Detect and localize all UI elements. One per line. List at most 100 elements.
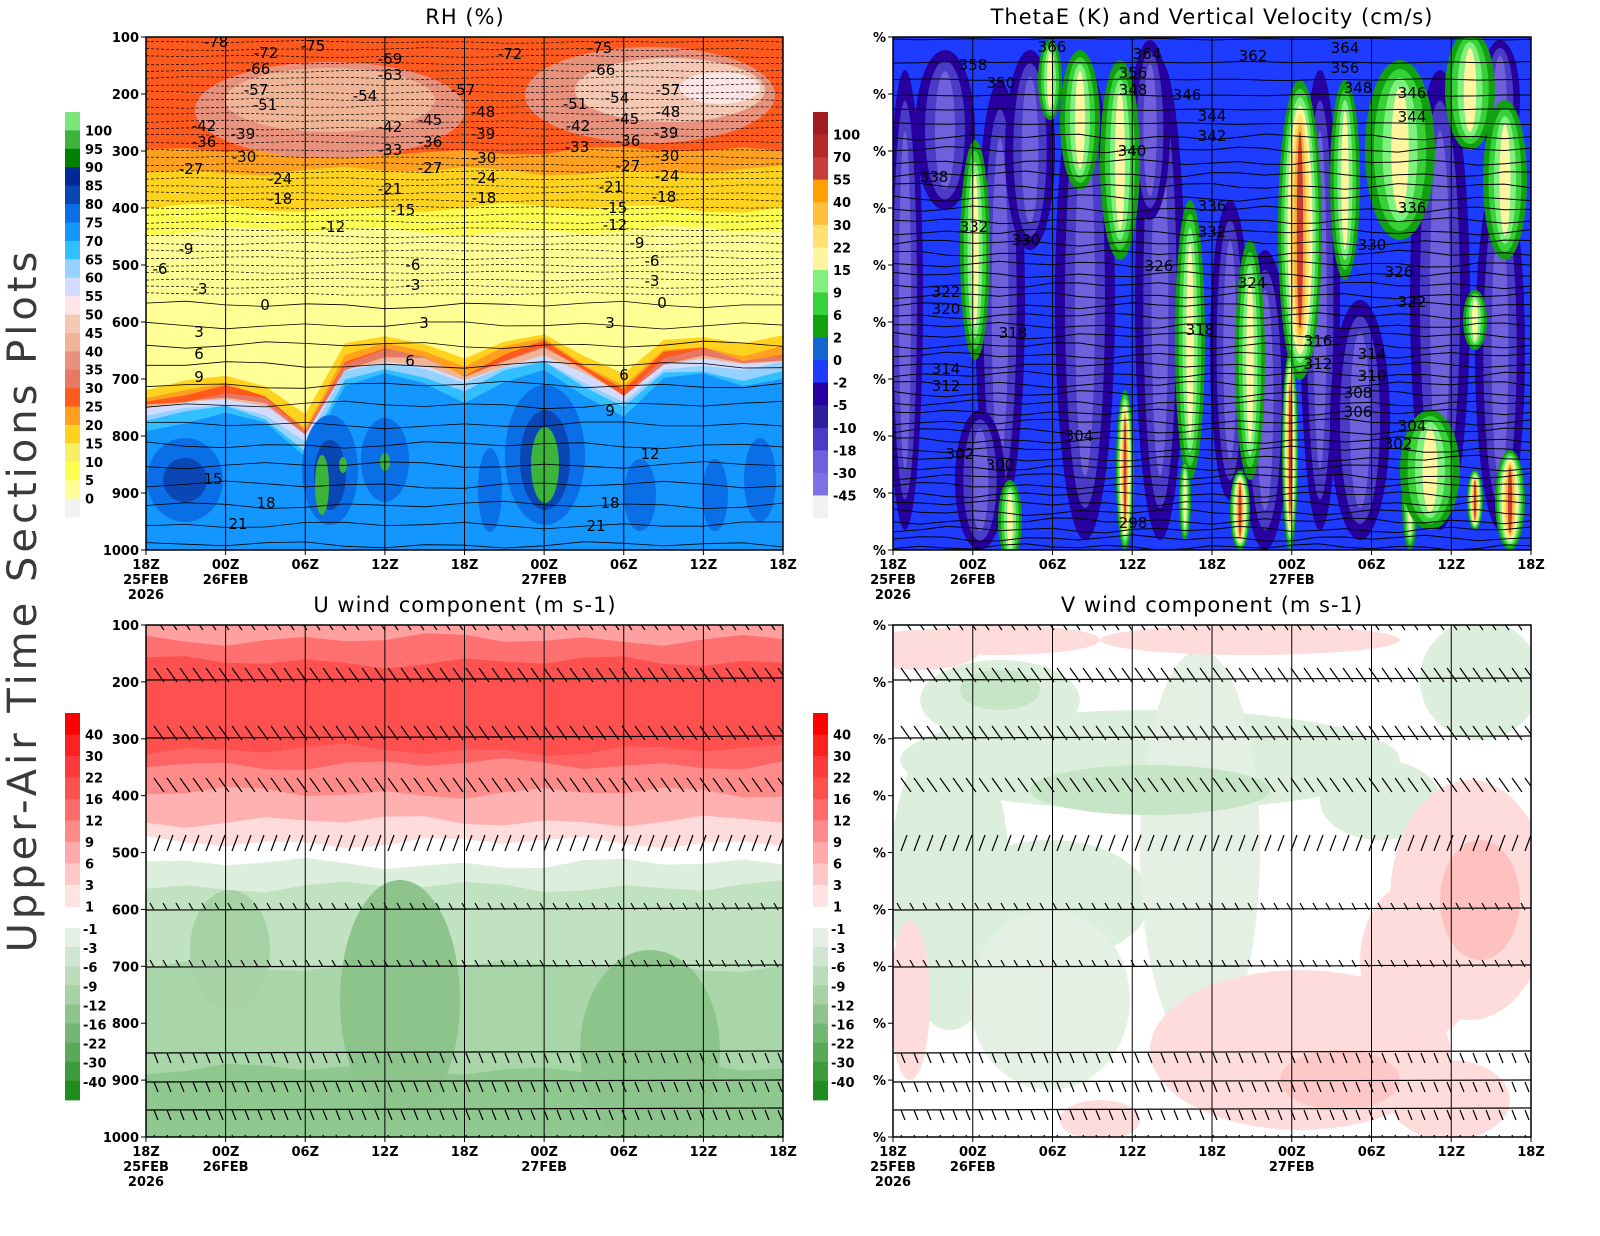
vertical-velocity-fill	[1472, 299, 1478, 341]
pressure-tick-label: %	[873, 1131, 886, 1146]
u-wind-colorbar-label: -30	[83, 1057, 107, 1072]
temperature-contour-label: -39	[654, 124, 679, 142]
temperature-contour-dashed	[146, 69, 783, 73]
time-tick-hour: 06Z	[610, 1145, 638, 1160]
pressure-tick-label: 300	[112, 733, 139, 748]
v-wind-colorbar-swatch	[813, 1004, 828, 1024]
thetae-colorbar-label: 40	[833, 196, 851, 211]
temperature-contour-dashed	[146, 213, 783, 217]
temperature-contour-dashed	[146, 241, 783, 246]
vertical-velocity-fill	[1288, 384, 1292, 516]
temperature-contour-dashed	[146, 97, 783, 102]
v-wind-colorbar-swatch	[813, 842, 828, 864]
u-wind-colorbar-swatch	[65, 1023, 80, 1044]
time-tick-hour: 12Z	[371, 558, 399, 573]
thetae-contour-label: 336	[1398, 199, 1427, 217]
temperature-contour-label: 21	[586, 517, 605, 535]
u-wind-colorbar-label: -9	[83, 980, 97, 995]
pressure-tick-label: 600	[112, 316, 139, 331]
v-wind-colorbar-swatch	[813, 820, 828, 843]
temperature-contour-label: -18	[472, 189, 497, 207]
u-wind-colorbar-swatch	[65, 885, 80, 907]
u-wind-colorbar-swatch	[65, 756, 80, 778]
pressure-tick-label: 700	[112, 373, 139, 388]
temperature-contour-label: 15	[203, 470, 222, 488]
u-wind-colorbar-label: 9	[85, 836, 94, 851]
temperature-contour-label: -30	[655, 147, 680, 165]
thetae-colorbar-label: 6	[833, 309, 842, 324]
vertical-velocity-fill	[1007, 492, 1013, 548]
thetae-contour-label: 364	[1331, 39, 1360, 57]
thetae-colorbar-label: 100	[833, 129, 860, 144]
rh-colorbar-label: 45	[85, 327, 103, 342]
pressure-tick-label: %	[873, 202, 886, 217]
v-wind-colorbar-label: 30	[833, 750, 851, 765]
thetae-contour-label: 330	[1012, 231, 1041, 249]
v-wind-colorbar-label: 12	[833, 815, 851, 830]
temperature-contour-dashed	[146, 191, 783, 195]
temperature-contour-label: -33	[565, 138, 590, 156]
time-tick-date: 26FEB	[203, 573, 249, 588]
thetae-colorbar-swatch	[813, 292, 828, 316]
thetae-colorbar-label: 0	[833, 354, 842, 369]
u-wind-colorbar-label: 1	[85, 901, 94, 916]
rh-colorbar-swatch	[65, 443, 80, 463]
temperature-contour-dashed	[146, 278, 783, 282]
pressure-tick-label: %	[873, 544, 886, 559]
temperature-contour-dashed	[146, 220, 783, 224]
time-tick-hour: 18Z	[451, 558, 479, 573]
rh-colorbar-label: 50	[85, 309, 103, 324]
pressure-tick-label: %	[873, 676, 886, 691]
temperature-contour-label: 3	[605, 314, 615, 332]
v-wind-colorbar-swatch	[813, 713, 828, 735]
contour-fill	[744, 438, 776, 522]
thetae-colorbar-swatch	[813, 337, 828, 361]
v-wind-colorbar-swatch	[813, 734, 828, 757]
temperature-contour-label: -24	[472, 169, 497, 187]
temperature-contour-dashed	[146, 169, 783, 174]
temperature-contour-label: -51	[563, 95, 588, 113]
u-wind-colorbar-label: 12	[85, 815, 103, 830]
temperature-contour-label: -30	[232, 148, 257, 166]
time-tick-hour: 00Z	[212, 558, 240, 573]
time-tick-hour: 00Z	[959, 1145, 987, 1160]
time-tick-date: 25FEB	[123, 573, 169, 588]
temperature-contour-label: -6	[645, 252, 660, 270]
contour-fill	[702, 459, 728, 531]
pressure-tick-label: 1000	[103, 544, 139, 559]
thetae-colorbar-swatch	[813, 472, 828, 496]
thetae-contour-label: 300	[986, 456, 1015, 474]
contour-fill	[1440, 840, 1520, 960]
vertical-velocity-fill	[1463, 48, 1477, 132]
temperature-contour-dashed	[146, 47, 783, 51]
time-tick-date: 26FEB	[950, 1160, 996, 1175]
vertical-velocity-fill	[1075, 71, 1085, 169]
rh-colorbar-label: 95	[85, 143, 103, 158]
temperature-contour-label: -45	[615, 110, 640, 128]
time-tick-hour: 18Z	[132, 1145, 160, 1160]
u-wind-colorbar-label: -3	[83, 942, 97, 957]
time-tick-hour: 12Z	[690, 1145, 718, 1160]
v-wind-colorbar-label: -6	[831, 961, 845, 976]
contour-fill	[478, 448, 502, 532]
temperature-contour-label: -18	[652, 188, 677, 206]
time-tick-hour: 00Z	[1278, 1145, 1306, 1160]
thetae-colorbar-label: 2	[833, 332, 842, 347]
thetae-contour-label: 356	[1331, 59, 1360, 77]
temperature-contour-label: -57	[451, 81, 476, 99]
pressure-tick-label: %	[873, 316, 886, 331]
temperature-contour-dashed	[146, 177, 783, 181]
contour-fill	[680, 72, 760, 104]
temperature-contour-dashed	[146, 148, 783, 152]
thetae-contour-label: 302	[1384, 435, 1413, 453]
rh-plot-area: -78 -75-72 -69 -72 -75-66 -63 -66-57-51 -54 -57-…	[146, 37, 783, 550]
thetae-colorbar-label: -45	[833, 489, 857, 504]
rh-colorbar-label: 20	[85, 419, 103, 434]
rh-colorbar-label: 60	[85, 272, 103, 287]
thetae-colorbar-swatch	[813, 360, 828, 384]
vertical-velocity-fill	[1183, 472, 1187, 528]
v-plot-area	[893, 625, 1531, 1137]
v-wind-colorbar-swatch	[813, 1061, 828, 1082]
temperature-contour-label: -24	[268, 170, 293, 188]
time-tick-hour: 18Z	[1198, 1145, 1226, 1160]
